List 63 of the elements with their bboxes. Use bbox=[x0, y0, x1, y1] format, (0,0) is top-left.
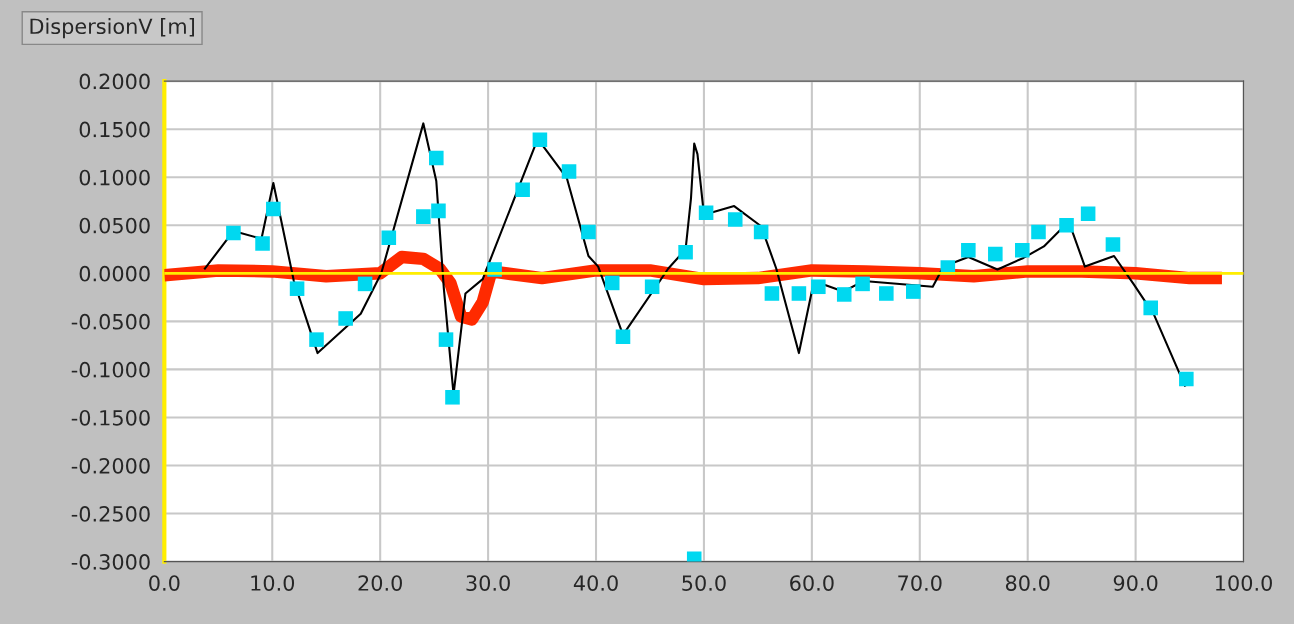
y-tick-label: -0.3000 bbox=[71, 554, 150, 570]
point bbox=[381, 230, 397, 246]
y-tick-label: -0.1500 bbox=[71, 409, 150, 426]
point bbox=[1179, 371, 1194, 387]
x-tick-label: 40.0 bbox=[573, 575, 618, 591]
point bbox=[561, 164, 577, 179]
point bbox=[255, 236, 270, 251]
point bbox=[532, 132, 548, 148]
point bbox=[1105, 237, 1121, 252]
y-tick-label: 0.0000 bbox=[79, 265, 150, 282]
point bbox=[604, 275, 620, 291]
point bbox=[581, 224, 596, 240]
y-tick-label: -0.1000 bbox=[71, 361, 150, 378]
point bbox=[879, 286, 894, 301]
point bbox=[727, 212, 743, 227]
point bbox=[1015, 242, 1030, 258]
x-tick-label: 10.0 bbox=[251, 575, 295, 591]
point bbox=[416, 209, 431, 224]
chart-title: DispersionV [m] bbox=[30, 18, 194, 39]
y-tick-label: -0.0500 bbox=[71, 313, 150, 330]
point bbox=[753, 224, 769, 240]
point bbox=[855, 276, 870, 292]
point bbox=[1059, 217, 1074, 233]
point bbox=[1080, 206, 1096, 222]
point bbox=[764, 286, 780, 301]
point bbox=[961, 242, 976, 258]
y-tick-label: -0.2500 bbox=[71, 506, 150, 522]
point bbox=[698, 205, 714, 221]
x-tick-label: 30.0 bbox=[466, 575, 510, 591]
y-tick-label: -0.2000 bbox=[71, 457, 150, 474]
point bbox=[811, 279, 826, 295]
point bbox=[791, 286, 807, 301]
point bbox=[338, 311, 353, 326]
point bbox=[309, 332, 324, 347]
point bbox=[429, 150, 444, 166]
point bbox=[515, 182, 530, 197]
point bbox=[906, 284, 921, 299]
y-tick-label: 0.1500 bbox=[79, 121, 150, 138]
point bbox=[836, 287, 852, 302]
point bbox=[678, 244, 693, 260]
point bbox=[615, 329, 631, 345]
point bbox=[1143, 300, 1159, 316]
point bbox=[1031, 224, 1046, 240]
y-tick-label: 0.2000 bbox=[79, 73, 150, 90]
point bbox=[644, 279, 660, 295]
y-tick-label: 0.0500 bbox=[79, 217, 150, 234]
x-tick-label: 60.0 bbox=[790, 575, 834, 591]
point bbox=[226, 225, 241, 241]
x-tick-label: 80.0 bbox=[1005, 575, 1050, 591]
x-tick-label: 50.0 bbox=[682, 575, 726, 591]
point bbox=[289, 281, 305, 296]
point bbox=[438, 332, 454, 347]
x-tick-label: 0.0 bbox=[149, 575, 180, 591]
point bbox=[431, 203, 446, 219]
point bbox=[445, 389, 460, 405]
x-tick-label: 100.0 bbox=[1216, 575, 1272, 591]
x-tick-label: 70.0 bbox=[898, 575, 942, 591]
x-tick-label: 20.0 bbox=[358, 575, 402, 591]
point bbox=[357, 276, 373, 292]
point bbox=[988, 246, 1003, 262]
x-tick-label: 90.0 bbox=[1113, 575, 1158, 591]
point bbox=[266, 201, 281, 217]
y-tick-label: 0.1000 bbox=[79, 169, 150, 186]
